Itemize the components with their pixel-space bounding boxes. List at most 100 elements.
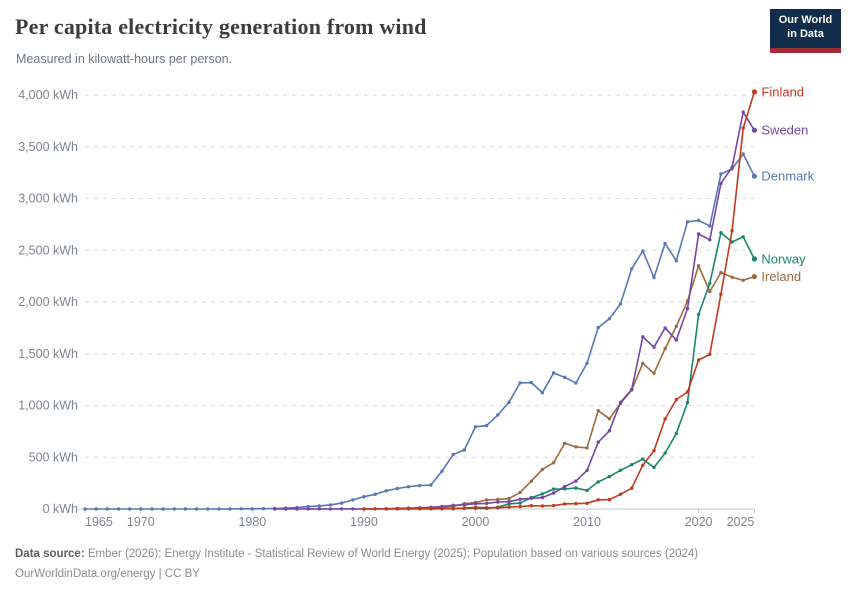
series-point-ireland xyxy=(585,446,589,450)
series-point-sweden xyxy=(641,335,645,339)
series-point-ireland xyxy=(551,461,556,465)
series-point-norway xyxy=(607,474,612,479)
owid-logo[interactable]: Our World in Data xyxy=(770,9,841,53)
series-point-ireland xyxy=(719,270,723,275)
series-point-denmark xyxy=(518,381,522,385)
x-tick-label: 1970 xyxy=(127,515,155,529)
series-point-denmark xyxy=(261,507,266,511)
series-point-norway xyxy=(652,465,656,470)
series-point-denmark xyxy=(406,485,411,489)
series-point-norway xyxy=(685,400,690,405)
series-point-denmark xyxy=(708,224,712,228)
series-point-denmark xyxy=(551,371,556,375)
y-tick-label: 4,000 kWh xyxy=(18,88,78,102)
series-point-finland xyxy=(563,502,567,506)
series-point-finland xyxy=(696,358,701,362)
series-line-finland[interactable] xyxy=(363,91,756,510)
series-point-denmark xyxy=(317,504,321,508)
series-point-denmark xyxy=(663,241,667,246)
series-point-denmark xyxy=(696,218,701,223)
series-point-sweden xyxy=(751,127,758,133)
series-point-finland xyxy=(507,505,511,509)
series-point-sweden xyxy=(496,500,500,504)
series-point-ireland xyxy=(496,497,500,502)
series-point-denmark xyxy=(451,452,455,457)
series-label-denmark[interactable]: Denmark xyxy=(761,169,814,184)
series-point-finland xyxy=(451,506,455,511)
series-norway xyxy=(395,231,758,511)
series-point-norway xyxy=(540,492,545,496)
series-point-norway xyxy=(696,312,701,317)
series-point-finland xyxy=(362,507,366,511)
series-point-ireland xyxy=(663,346,667,351)
series-point-denmark xyxy=(384,489,388,493)
attribution-line[interactable]: OurWorldinData.org/energy | CC BY xyxy=(15,568,200,580)
series-label-sweden[interactable]: Sweden xyxy=(761,123,808,138)
series-line-sweden[interactable] xyxy=(274,109,756,510)
series-point-finland xyxy=(473,505,478,510)
series-point-denmark xyxy=(507,400,511,404)
series-point-denmark xyxy=(228,507,232,511)
data-source-label: Data source: xyxy=(15,548,85,560)
series-point-sweden xyxy=(585,468,589,473)
y-tick-label: 3,500 kWh xyxy=(18,140,78,154)
series-point-denmark xyxy=(496,413,500,417)
series-point-denmark xyxy=(563,375,567,379)
series-point-denmark xyxy=(574,381,578,385)
series-label-finland[interactable]: Finland xyxy=(761,84,804,99)
series-point-ireland xyxy=(641,361,645,365)
series-point-denmark xyxy=(206,507,210,511)
series-point-norway xyxy=(719,231,723,235)
series-point-denmark xyxy=(529,380,533,385)
series-line-denmark[interactable] xyxy=(85,152,756,510)
series-point-finland xyxy=(708,352,712,356)
series-point-denmark xyxy=(339,501,344,505)
series-sweden xyxy=(273,109,758,511)
series-point-norway xyxy=(585,488,589,493)
series-point-finland xyxy=(529,504,533,508)
series-point-norway xyxy=(674,431,678,436)
series-point-finland xyxy=(652,448,656,453)
series-point-finland xyxy=(663,417,667,421)
series-point-finland xyxy=(384,507,388,511)
data-source-text: Ember (2026); Energy Institute - Statist… xyxy=(87,548,699,560)
series-point-sweden xyxy=(317,507,321,511)
series-point-norway xyxy=(596,480,600,484)
series-point-denmark xyxy=(94,507,98,511)
series-point-norway xyxy=(518,501,522,505)
series-point-sweden xyxy=(563,484,567,489)
y-tick-label: 3,000 kWh xyxy=(18,192,78,206)
series-point-sweden xyxy=(295,507,299,511)
series-point-finland xyxy=(373,507,377,511)
series-point-denmark xyxy=(741,152,745,156)
series-point-denmark xyxy=(618,302,623,306)
series-point-finland xyxy=(719,292,723,296)
y-tick-label: 2,500 kWh xyxy=(18,243,78,257)
x-tick-label: 1980 xyxy=(238,515,266,529)
y-tick-label: 500 kWh xyxy=(29,450,78,464)
series-finland xyxy=(362,89,758,511)
series-point-ireland xyxy=(730,275,734,279)
series-point-denmark xyxy=(250,507,254,511)
series-point-finland xyxy=(751,89,758,95)
series-point-finland xyxy=(395,507,400,511)
series-point-sweden xyxy=(574,479,578,483)
series-label-ireland[interactable]: Ireland xyxy=(761,269,801,284)
series-point-sweden xyxy=(473,502,478,506)
series-point-ireland xyxy=(696,264,701,268)
series-point-denmark xyxy=(473,425,478,429)
series-point-sweden xyxy=(630,387,634,392)
x-tick-label: 2020 xyxy=(685,515,713,529)
x-tick-label: 1965 xyxy=(85,515,113,529)
series-point-finland xyxy=(418,507,422,511)
series-point-denmark xyxy=(362,495,366,499)
series-point-denmark xyxy=(630,267,634,271)
series-line-ireland[interactable] xyxy=(386,263,755,510)
series-label-norway[interactable]: Norway xyxy=(761,252,806,267)
series-point-finland xyxy=(674,397,678,402)
series-point-denmark xyxy=(652,275,656,280)
series-line-norway[interactable] xyxy=(397,231,756,510)
series-point-norway xyxy=(741,235,745,239)
x-tick-label: 2000 xyxy=(462,515,490,529)
x-tick-label: 1990 xyxy=(350,515,378,529)
